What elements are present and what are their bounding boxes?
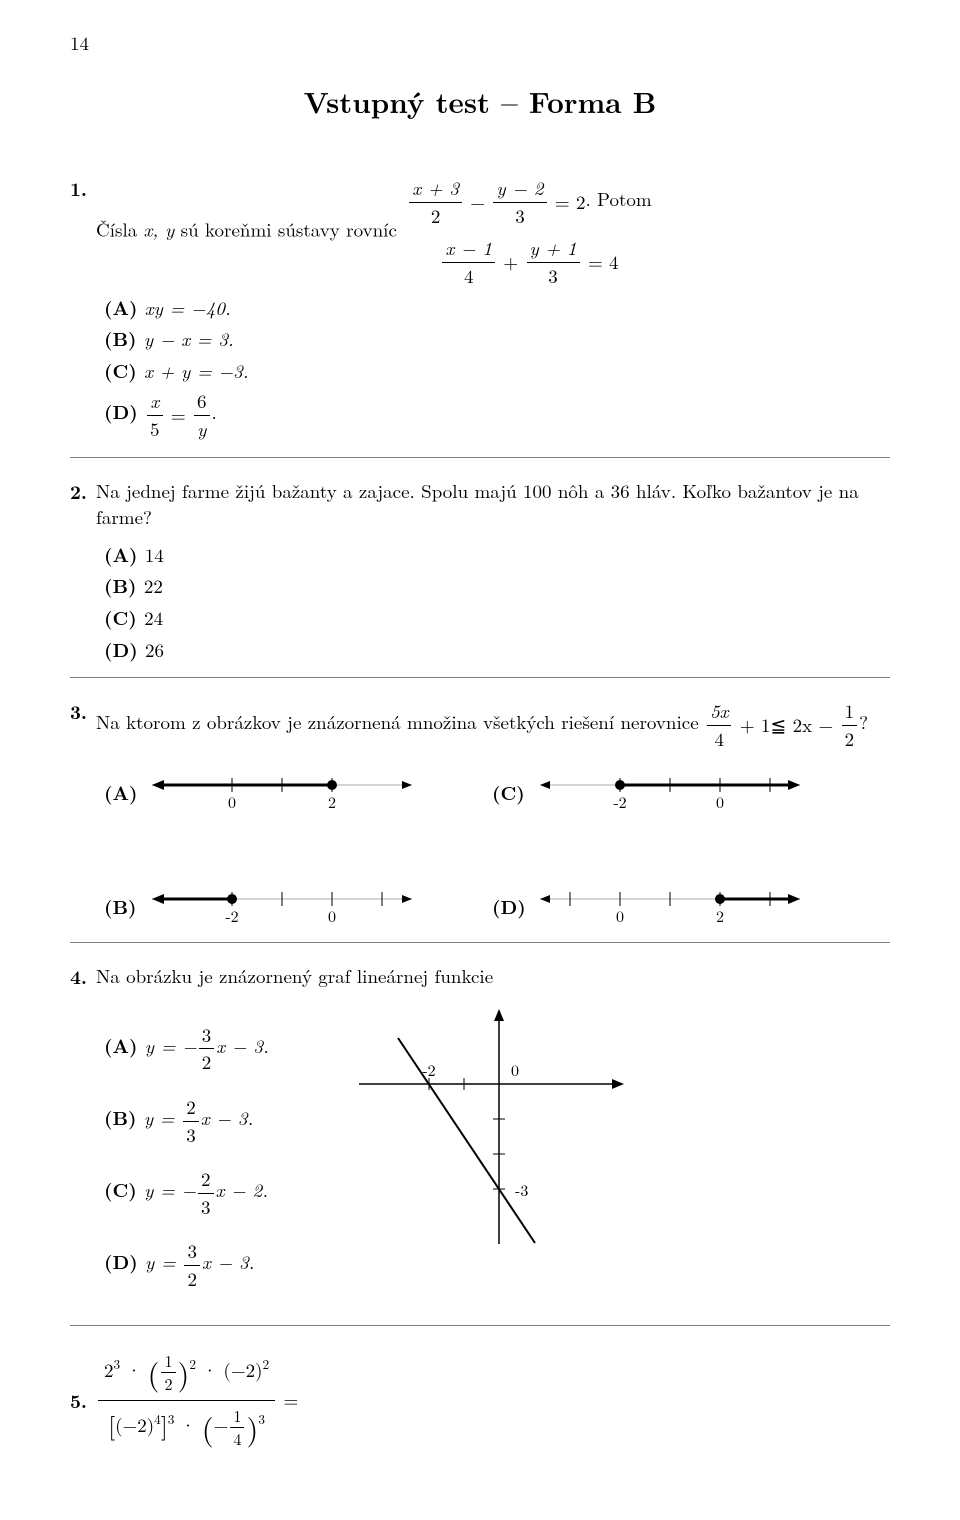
page-number: 14: [70, 30, 890, 57]
q1-choice-d: (D) x5 = 6y.: [104, 388, 890, 442]
q5-expr: 23 · (12)2 · (−2)2 [(−2)4]3 · (−14)3 =: [96, 1346, 298, 1455]
svg-text:-3: -3: [515, 1178, 528, 1201]
q3-text: Na ktorom z obrázkov je znázornená množi…: [96, 698, 868, 752]
problem-2: 2. Na jednej farme žijú bažanty a zajace…: [70, 478, 890, 664]
divider: [70, 942, 890, 943]
q4-graph: -2 0 -3: [339, 1004, 629, 1254]
divider: [70, 677, 890, 678]
q3-choice-a: (A) 0 2: [104, 770, 412, 814]
q1-text: Čísla x, y sú koreňmi sústavy rovníc x +…: [96, 175, 652, 289]
svg-text:0: 0: [511, 1058, 519, 1081]
problem-5: 5. 23 · (12)2 · (−2)2 [(−2)4]3 · (−14)3 …: [70, 1346, 890, 1455]
q4-number: 4.: [70, 963, 96, 990]
page-title: Vstupný test – Forma B: [70, 81, 890, 122]
q1-choice-c: (C) x + y = −3.: [104, 357, 890, 385]
problem-4: 4. Na obrázku je znázornený graf lineárn…: [70, 963, 890, 1310]
svg-text:0: 0: [228, 790, 236, 813]
q2-text: Na jednej farme žijú bažanty a zajace. S…: [96, 478, 890, 531]
number-line-b: -2 0: [152, 884, 412, 928]
problem-3: 3. Na ktorom z obrázkov je znázornená mn…: [70, 698, 890, 928]
q1-choice-b: (B) y − x = 3.: [104, 325, 890, 353]
q2-choice-b: (B) 22: [104, 572, 890, 600]
q2-choice-c: (C) 24: [104, 604, 890, 632]
number-line-c: -2 0: [540, 770, 800, 814]
q5-number: 5.: [70, 1387, 96, 1414]
q2-choice-d: (D) 26: [104, 636, 890, 664]
svg-text:0: 0: [716, 790, 724, 813]
q4-text: Na obrázku je znázornený graf lineárnej …: [96, 963, 493, 990]
svg-text:0: 0: [328, 904, 336, 927]
svg-text:0: 0: [616, 904, 624, 927]
q4-choice-a: (A) y = −32x − 3.: [104, 1022, 269, 1076]
q3-choice-d: (D) 0 2: [492, 884, 800, 928]
q4-choice-c: (C) y = −23x − 2.: [104, 1166, 269, 1220]
q1-number: 1.: [70, 175, 96, 202]
divider: [70, 457, 890, 458]
svg-text:-2: -2: [613, 790, 626, 813]
q4-choice-b: (B) y = 23x − 3.: [104, 1094, 269, 1148]
q3-choice-b: (B) -2 0: [104, 884, 412, 928]
q3-choice-c: (C) -2 0: [492, 770, 800, 814]
divider: [70, 1325, 890, 1326]
svg-text:2: 2: [716, 904, 724, 927]
number-line-a: 0 2: [152, 770, 412, 814]
q4-choice-d: (D) y = 32x − 3.: [104, 1238, 269, 1292]
q2-number: 2.: [70, 478, 96, 505]
svg-text:-2: -2: [225, 904, 238, 927]
q2-choice-a: (A) 14: [104, 541, 890, 569]
svg-text:2: 2: [328, 790, 336, 813]
q3-number: 3.: [70, 698, 96, 725]
problem-1: 1. Čísla x, y sú koreňmi sústavy rovníc …: [70, 175, 890, 442]
number-line-d: 0 2: [540, 884, 800, 928]
q1-choice-a: (A) xy = −40.: [104, 294, 890, 322]
